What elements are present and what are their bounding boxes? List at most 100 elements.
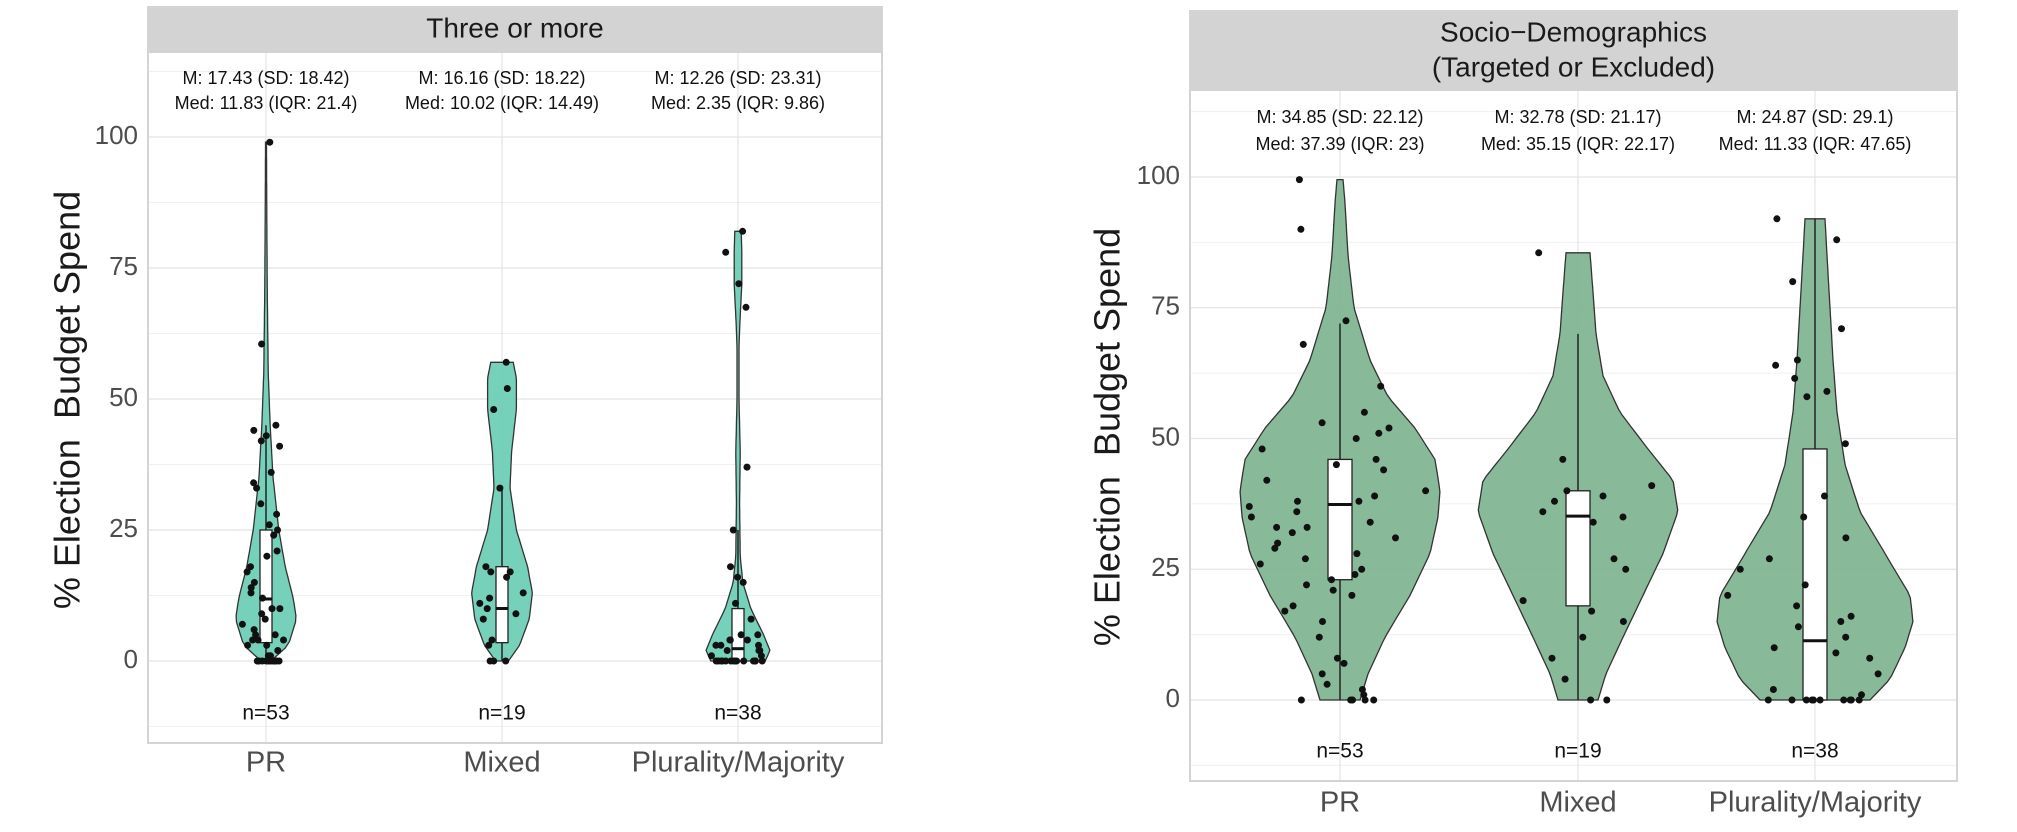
data-point xyxy=(1765,555,1773,563)
data-point xyxy=(1380,466,1388,474)
data-point xyxy=(250,426,258,434)
stats-label: Med: 2.35 (IQR: 9.86) xyxy=(651,93,825,113)
data-point xyxy=(1619,513,1627,521)
category-group: M: 34.85 (SD: 22.12) Med: 37.39 (IQR: 23)… xyxy=(1239,107,1441,819)
stats-label: Med: 37.39 (IQR: 23) xyxy=(1255,134,1424,154)
n-label: n=19 xyxy=(478,702,525,725)
data-point xyxy=(1800,513,1808,521)
data-point xyxy=(1874,670,1882,678)
data-point xyxy=(1648,482,1656,490)
data-point xyxy=(1866,654,1874,662)
data-point xyxy=(1245,503,1253,510)
data-point xyxy=(1329,586,1337,594)
data-point xyxy=(267,468,275,476)
data-point xyxy=(250,578,258,586)
category-group: M: 24.87 (SD: 29.1) Med: 11.33 (IQR: 47.6… xyxy=(1709,107,1922,819)
data-point xyxy=(280,636,287,644)
data-point xyxy=(1823,387,1831,395)
data-point xyxy=(1297,696,1305,704)
stats-label: M: 16.16 (SD: 18.22) xyxy=(418,68,585,88)
data-point xyxy=(750,657,757,665)
data-point xyxy=(261,615,269,623)
data-point xyxy=(1274,539,1282,547)
data-point xyxy=(276,442,284,450)
data-point xyxy=(238,620,246,628)
data-point xyxy=(270,657,278,665)
data-point xyxy=(1303,523,1311,531)
data-point xyxy=(1358,686,1366,693)
data-point xyxy=(1340,659,1348,667)
data-point xyxy=(1348,591,1356,599)
boxplot-box xyxy=(1327,458,1353,581)
data-point xyxy=(1349,696,1356,704)
data-point xyxy=(1801,581,1809,589)
data-point xyxy=(263,641,271,649)
data-point xyxy=(1846,696,1854,704)
data-point xyxy=(250,479,258,487)
facet-title: Socio−Demographics xyxy=(1440,16,1707,47)
y-tick-label: 0 xyxy=(124,644,138,674)
data-point xyxy=(1789,278,1797,286)
data-point xyxy=(754,631,762,639)
data-point xyxy=(1535,249,1543,257)
data-point xyxy=(1551,497,1558,505)
data-point xyxy=(272,421,280,429)
data-point xyxy=(506,568,514,576)
data-point xyxy=(1319,618,1326,625)
data-point xyxy=(258,610,266,618)
y-tick-label: 100 xyxy=(95,120,138,150)
data-point xyxy=(1271,544,1279,552)
data-point xyxy=(1736,565,1744,573)
data-point xyxy=(264,657,272,665)
y-tick-label: 25 xyxy=(1151,552,1180,582)
x-tick-label: Mixed xyxy=(463,747,540,779)
stats-label: Med: 10.02 (IQR: 14.49) xyxy=(405,93,599,113)
data-point xyxy=(1288,529,1296,537)
data-point xyxy=(1318,670,1326,678)
x-tick-label: Plurality/Majority xyxy=(1709,787,1922,819)
data-point xyxy=(1353,550,1361,558)
data-point xyxy=(1589,518,1597,526)
x-tick-label: PR xyxy=(1320,787,1360,819)
data-point xyxy=(757,652,765,660)
data-point xyxy=(712,657,720,665)
data-point xyxy=(737,631,745,639)
data-point xyxy=(276,605,284,613)
data-points xyxy=(1519,249,1656,704)
data-point xyxy=(743,636,751,644)
data-point xyxy=(1548,654,1556,662)
data-point xyxy=(1588,607,1596,615)
data-point xyxy=(273,510,281,518)
data-point xyxy=(1519,597,1527,605)
data-point xyxy=(1563,487,1571,495)
data-point xyxy=(267,652,274,660)
category-group: M: 32.78 (SD: 21.17) Med: 35.15 (IQR: 22.… xyxy=(1477,107,1679,819)
data-point xyxy=(732,599,739,607)
data-point xyxy=(257,500,265,508)
data-point xyxy=(1263,476,1271,484)
data-point xyxy=(253,484,261,492)
data-point xyxy=(1622,565,1630,573)
data-point xyxy=(1295,176,1303,184)
facet-strip xyxy=(148,7,882,53)
data-point xyxy=(1559,455,1567,463)
data-point xyxy=(259,594,266,602)
stats-label: Med: 35.15 (IQR: 22.17) xyxy=(1481,134,1675,154)
data-point xyxy=(1323,680,1331,688)
data-point xyxy=(1773,215,1781,223)
data-point xyxy=(739,227,747,235)
data-point xyxy=(273,547,281,555)
data-point xyxy=(1791,374,1799,382)
data-point xyxy=(1293,508,1301,516)
y-tick-label: 75 xyxy=(109,251,138,281)
data-point xyxy=(1838,325,1845,333)
data-points xyxy=(476,358,527,665)
data-point xyxy=(1371,492,1379,500)
facet-panel-1: Three or more 0 25 50 75 100 % Election Budget… xyxy=(47,6,883,779)
stats-label: M: 17.43 (SD: 18.42) xyxy=(182,68,349,88)
data-point xyxy=(1724,591,1732,599)
data-point xyxy=(1328,576,1335,584)
data-point xyxy=(519,589,527,597)
data-point xyxy=(254,657,262,665)
y-tick-label: 75 xyxy=(1151,291,1180,321)
